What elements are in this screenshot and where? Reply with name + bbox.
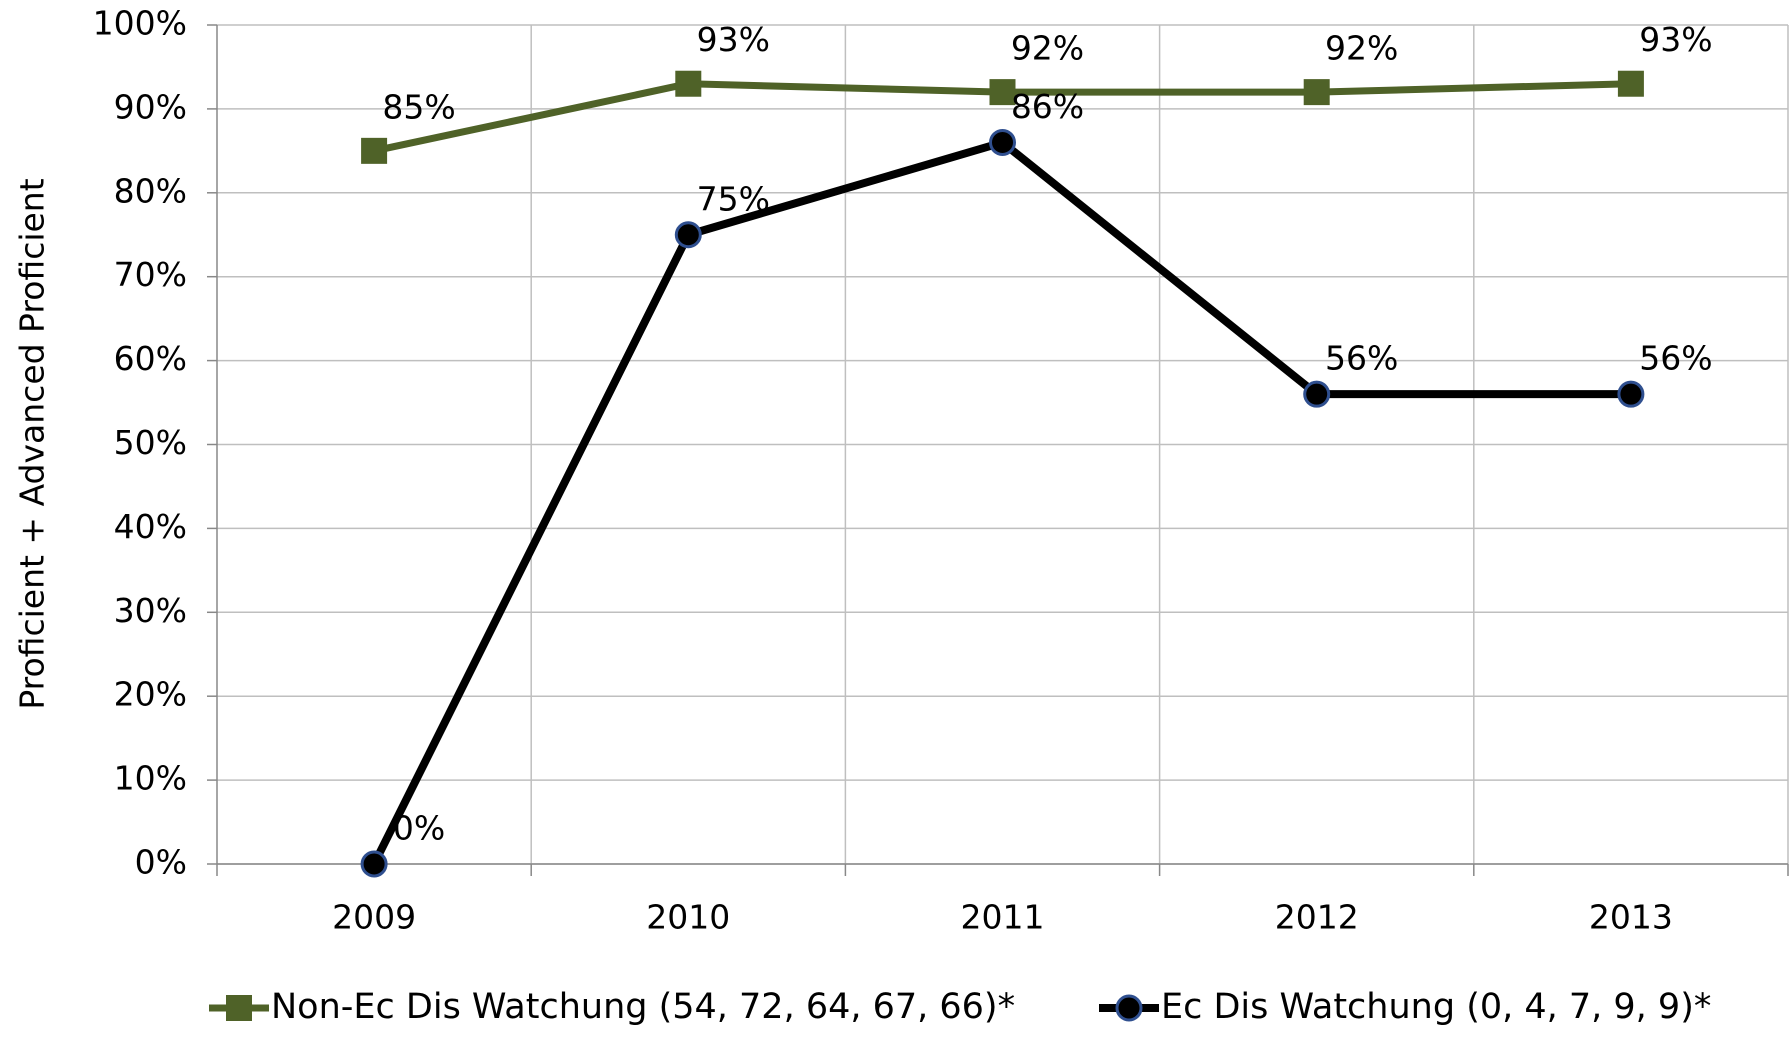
data-label: 56% xyxy=(1639,339,1712,378)
data-label: 93% xyxy=(697,20,770,59)
data-label: 56% xyxy=(1325,339,1398,378)
x-tick-label: 2011 xyxy=(961,898,1045,937)
data-label: 85% xyxy=(382,87,455,126)
x-tick-label: 2013 xyxy=(1589,898,1673,937)
y-tick-label: 50% xyxy=(114,423,187,462)
data-point xyxy=(989,128,1016,156)
data-point xyxy=(1303,380,1331,408)
data-point xyxy=(675,70,702,97)
x-tick-label: 2010 xyxy=(646,898,730,937)
data-label: 93% xyxy=(1639,20,1712,59)
data-label: 75% xyxy=(697,179,770,218)
y-tick-label: 20% xyxy=(114,675,187,714)
y-tick-label: 10% xyxy=(114,759,187,798)
y-tick-label: 30% xyxy=(114,591,187,630)
data-point xyxy=(361,137,388,164)
data-point xyxy=(674,221,702,249)
data-point xyxy=(1617,70,1644,97)
y-tick-label: 70% xyxy=(114,255,187,294)
y-tick-label: 100% xyxy=(93,4,187,43)
y-tick-label: 60% xyxy=(114,339,187,378)
legend: Non-Ec Dis Watchung (54, 72, 64, 67, 66)… xyxy=(209,987,1711,1027)
data-point xyxy=(989,79,1016,106)
data-label: 86% xyxy=(1011,87,1084,126)
x-tick-label: 2009 xyxy=(332,898,416,937)
x-tick-label: 2012 xyxy=(1275,898,1359,937)
legend-label: Ec Dis Watchung (0, 4, 7, 9, 9)* xyxy=(1161,987,1711,1027)
data-label: 92% xyxy=(1325,29,1398,68)
y-tick-label: 80% xyxy=(114,171,187,210)
data-point xyxy=(360,850,388,878)
y-tick-label: 40% xyxy=(114,507,187,546)
y-axis-label: Proficient + Advanced Proficient xyxy=(13,178,52,709)
data-label: 0% xyxy=(393,809,445,848)
series-line xyxy=(370,138,1631,866)
legend-swatch-marker xyxy=(226,995,252,1021)
y-tick-label: 90% xyxy=(114,87,187,126)
legend-label: Non-Ec Dis Watchung (54, 72, 64, 67, 66)… xyxy=(271,987,1015,1027)
data-label: 92% xyxy=(1011,29,1084,68)
data-point xyxy=(1303,79,1330,106)
legend-swatch-marker xyxy=(1115,994,1143,1022)
data-point xyxy=(1617,380,1645,408)
y-tick-label: 0% xyxy=(135,843,187,882)
